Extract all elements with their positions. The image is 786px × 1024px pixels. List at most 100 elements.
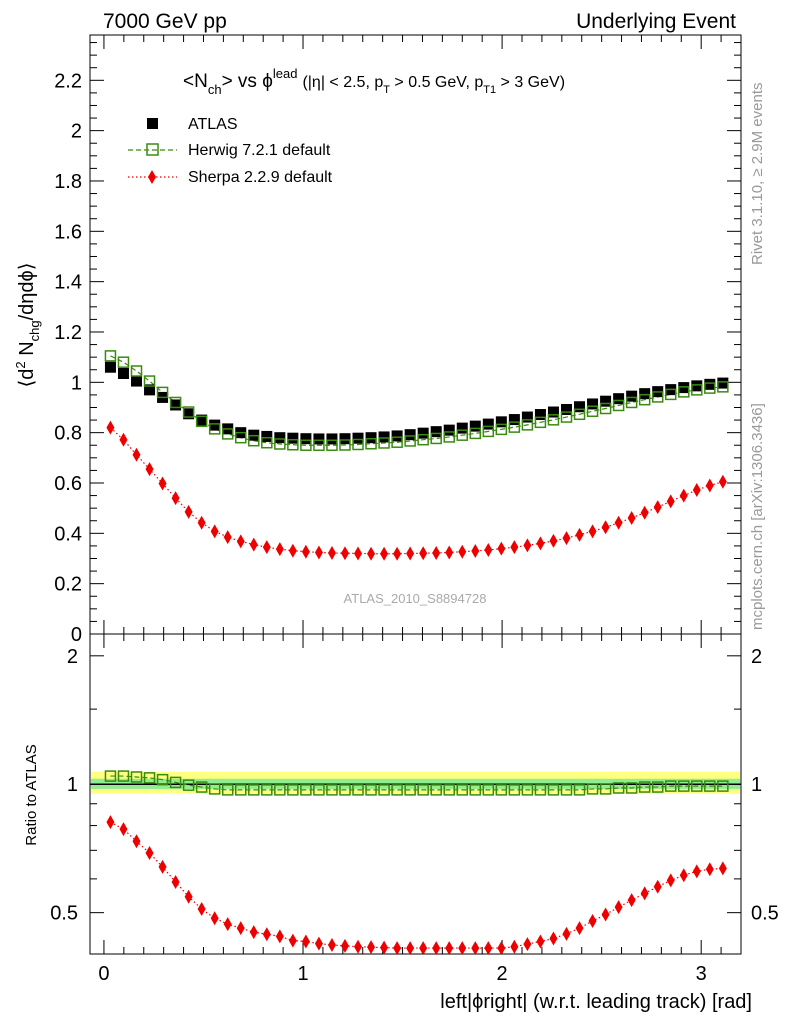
title-sub-ch: ch bbox=[208, 82, 222, 97]
atlas-point bbox=[717, 377, 729, 389]
ratio-ytick-label: 0.5 bbox=[50, 903, 78, 925]
ratio-sherpa-point bbox=[458, 941, 467, 956]
ratio-sherpa-point bbox=[380, 940, 389, 955]
ratio-sherpa-point bbox=[119, 822, 128, 837]
ratio-sherpa-point bbox=[210, 911, 219, 926]
herwig-point bbox=[130, 365, 143, 377]
sherpa-point bbox=[419, 546, 428, 561]
sherpa-point bbox=[523, 538, 532, 553]
ratio-herwig-point bbox=[365, 784, 377, 796]
ratio-herwig-point bbox=[326, 784, 338, 796]
herwig-point bbox=[182, 406, 195, 418]
herwig-point bbox=[391, 436, 403, 448]
main-panel: 0 0.2 0.4 0.6 0.8 1 1.2 1.4 1.6 1.8 2 2.2 <Nch> vs … bbox=[13, 34, 742, 646]
sherpa-point bbox=[445, 545, 454, 560]
sherpa-point bbox=[640, 505, 649, 520]
atlas-point bbox=[587, 398, 599, 410]
herwig-point bbox=[300, 439, 312, 451]
sherpa-point bbox=[354, 546, 363, 561]
sherpa-point bbox=[314, 545, 323, 560]
ratio-sherpa-point bbox=[562, 926, 571, 941]
atlas-point bbox=[209, 419, 221, 431]
herwig-point bbox=[261, 436, 273, 449]
sherpa-point bbox=[197, 515, 206, 530]
sherpa-point bbox=[393, 546, 402, 561]
ratio-sherpa-point bbox=[432, 941, 441, 956]
sherpa-point bbox=[432, 545, 441, 560]
ratio-herwig-point bbox=[469, 784, 482, 796]
legend-atlas-marker bbox=[147, 118, 158, 129]
sherpa-point bbox=[145, 462, 154, 477]
ratio-herwig-point bbox=[378, 784, 390, 796]
mcplots-label: mcplots.cern.ch [arXiv:1306.3436] bbox=[749, 403, 766, 630]
main-ytick-label: 1 bbox=[71, 372, 82, 394]
herwig-point bbox=[691, 384, 703, 396]
sherpa-point bbox=[236, 534, 245, 549]
sherpa-point bbox=[653, 500, 662, 515]
sherpa-point bbox=[184, 504, 193, 519]
herwig-point bbox=[560, 411, 573, 423]
ratio-sherpa-point bbox=[132, 834, 141, 849]
ratio-sherpa-point bbox=[393, 941, 402, 956]
ratio-xtick-label: 1 bbox=[297, 963, 308, 985]
atlas-point bbox=[117, 368, 129, 380]
atlas-point bbox=[287, 432, 299, 444]
atlas-point bbox=[104, 361, 116, 373]
ratio-sherpa-point bbox=[575, 921, 584, 936]
ratio-herwig-point bbox=[482, 784, 495, 796]
title-part-a: <N bbox=[183, 71, 208, 92]
plot-title: <Nch> vs ϕlead (|η| < 2.5, pT > 0.5 GeV, … bbox=[183, 66, 565, 97]
ratio-sherpa-point bbox=[445, 941, 454, 956]
ratio-sherpa-point bbox=[627, 893, 636, 908]
atlas-point bbox=[378, 431, 390, 443]
ratio-sherpa-point bbox=[679, 868, 688, 883]
ratio-frame bbox=[89, 633, 742, 955]
ratio-xtick-label: 2 bbox=[497, 963, 508, 985]
atlas-point bbox=[574, 401, 586, 413]
ratio-herwig-point bbox=[625, 782, 638, 794]
atlas-point bbox=[600, 395, 612, 407]
herwig-point bbox=[495, 423, 508, 436]
ratio-herwig-point bbox=[456, 784, 469, 796]
atlas-point bbox=[613, 393, 625, 405]
sherpa-line bbox=[110, 427, 724, 555]
ratio-herwig-point bbox=[117, 770, 130, 782]
herwig-point bbox=[547, 414, 560, 426]
title-part-d: > 0.5 GeV, p bbox=[390, 74, 483, 91]
ratio-herwig-point bbox=[104, 770, 117, 782]
herwig-point bbox=[352, 438, 364, 451]
sherpa-point bbox=[327, 545, 336, 560]
ratio-ylabel: Ratio to ATLAS bbox=[23, 744, 40, 845]
atlas-point bbox=[339, 433, 351, 445]
ratio-sherpa-point bbox=[145, 845, 154, 860]
herwig-point bbox=[326, 439, 338, 451]
ratio-herwig-point bbox=[508, 784, 521, 796]
atlas-point bbox=[704, 378, 716, 390]
ratio-sherpa-point bbox=[354, 939, 363, 954]
atlas-point bbox=[313, 433, 325, 445]
ratio-herwig-point bbox=[391, 784, 403, 796]
atlas-point bbox=[274, 432, 286, 444]
ratio-herwig-point bbox=[417, 784, 429, 796]
herwig-point bbox=[221, 428, 234, 440]
atlas-point bbox=[626, 390, 638, 402]
ratio-herwig-point bbox=[691, 780, 703, 792]
sherpa-point bbox=[340, 546, 349, 561]
atlas-point bbox=[365, 432, 377, 444]
herwig-point bbox=[117, 356, 130, 368]
header-right: Underlying Event bbox=[576, 10, 736, 33]
ratio-herwig-point bbox=[704, 780, 716, 792]
ratio-sherpa-point bbox=[419, 941, 428, 956]
sherpa-point bbox=[249, 537, 258, 552]
ratio-sherpa-point bbox=[249, 925, 258, 940]
herwig-point bbox=[521, 419, 534, 431]
ratio-herwig-point bbox=[195, 781, 208, 793]
atlas-point bbox=[144, 384, 156, 396]
ratio-sherpa-point bbox=[288, 933, 297, 948]
ratio-herwig-point bbox=[248, 784, 260, 796]
ratio-herwig-point bbox=[352, 784, 364, 796]
ratio-sherpa-point bbox=[666, 873, 675, 888]
ratio-herwig-point bbox=[573, 784, 586, 796]
ratio-sherpa-point bbox=[223, 917, 232, 932]
ylabel-part-c: /dηdϕ⟩ bbox=[16, 262, 38, 320]
